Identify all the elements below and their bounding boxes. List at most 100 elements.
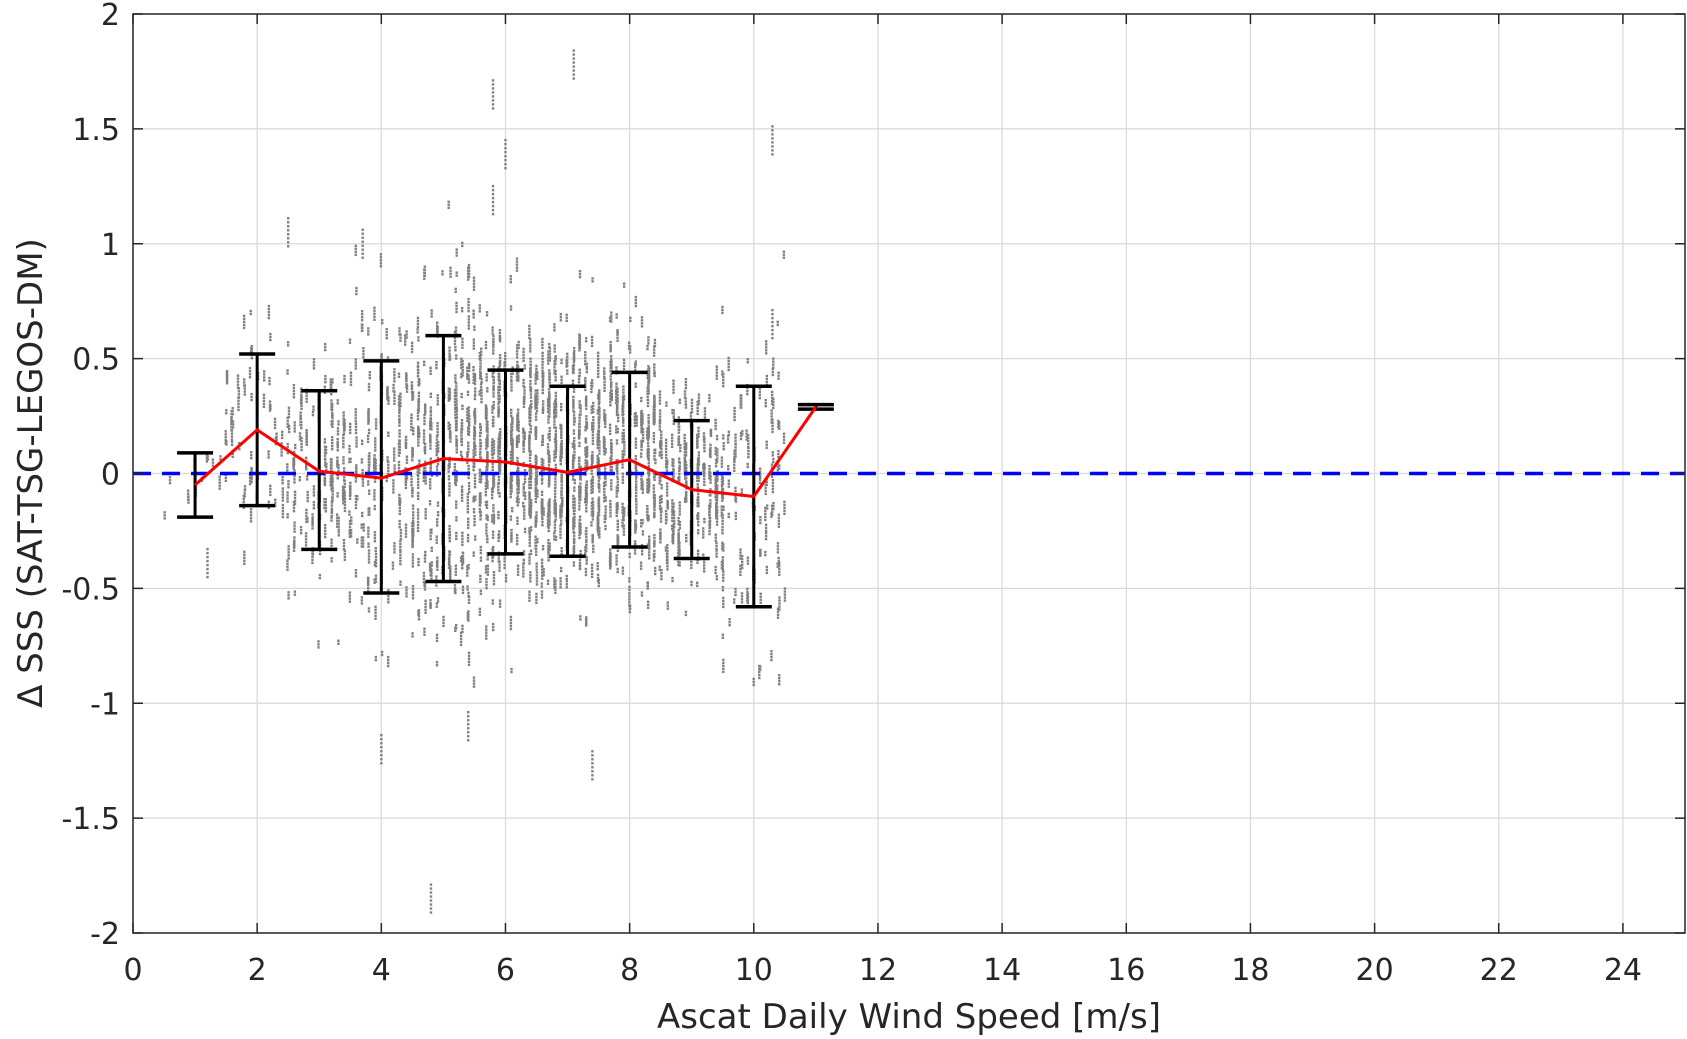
scatter-point [660, 568, 663, 572]
scatter-point [366, 579, 370, 583]
scatter-point [429, 457, 433, 460]
scatter-point [515, 533, 519, 537]
scatter-point [455, 397, 458, 400]
scatter-point [422, 432, 426, 435]
scatter-point [224, 476, 228, 480]
scatter-point [528, 590, 531, 593]
scatter-point [398, 330, 401, 333]
scatter-point [559, 316, 563, 319]
scatter-point [362, 356, 365, 359]
scatter-point [404, 446, 408, 450]
scatter-point [398, 439, 401, 442]
scatter-point [436, 332, 439, 335]
scatter-point [293, 496, 297, 499]
scatter-point [454, 377, 457, 380]
scatter-point [397, 460, 401, 464]
scatter-point [603, 520, 607, 524]
scatter-point [323, 523, 327, 527]
scatter-point [404, 438, 408, 442]
scatter-point [442, 615, 445, 619]
scatter-point [529, 360, 532, 363]
scatter-point [498, 463, 501, 467]
scatter-point [652, 487, 656, 490]
scatter-point [305, 394, 308, 397]
scatter-point [330, 541, 333, 544]
scatter-point [472, 316, 475, 319]
scatter-point [230, 432, 234, 435]
scatter-point [275, 438, 278, 441]
scatter-point [454, 477, 458, 481]
scatter-point [250, 356, 254, 360]
scatter-point [490, 493, 494, 497]
scatter-point [461, 624, 464, 628]
scatter-point [342, 440, 345, 443]
scatter-point [584, 340, 588, 343]
scatter-point [412, 432, 415, 436]
scatter-point [403, 337, 407, 340]
scatter-point [374, 564, 378, 568]
scatter-point [498, 452, 502, 456]
scatter-point [367, 388, 371, 392]
scatter-point [590, 521, 593, 524]
scatter-point [553, 329, 556, 332]
scatter-point [269, 493, 272, 497]
scatter-point [591, 515, 595, 518]
scatter-point [423, 560, 427, 563]
scatter-point [467, 464, 470, 468]
scatter-point [585, 464, 589, 467]
scatter-point [330, 519, 333, 522]
scatter-point [404, 435, 408, 439]
scatter-point [540, 510, 544, 513]
scatter-point [654, 461, 657, 465]
scatter-point [554, 434, 557, 437]
scatter-point [411, 507, 415, 510]
scatter-point [417, 560, 420, 564]
scatter-point [609, 366, 613, 370]
scatter-point [361, 536, 365, 539]
scatter-point [509, 411, 513, 415]
scatter-point [418, 435, 421, 438]
scatter-point [541, 434, 544, 438]
scatter-point [418, 462, 421, 465]
scatter-point [448, 491, 451, 494]
scatter-point [416, 375, 420, 378]
scatter-point [355, 475, 358, 479]
scatter-point [560, 361, 563, 365]
scatter-point [498, 364, 501, 368]
scatter-point [418, 468, 421, 471]
scatter-point [585, 451, 589, 455]
scatter-point [311, 555, 314, 559]
scatter-point [435, 575, 438, 578]
scatter-point [429, 423, 433, 427]
scatter-point [635, 424, 639, 427]
scatter-point [621, 413, 624, 417]
scatter-point [616, 330, 619, 333]
scatter-point [536, 489, 539, 492]
scatter-point [510, 667, 513, 671]
scatter-point [459, 556, 463, 560]
scatter-point [484, 404, 488, 407]
scatter-point [225, 370, 229, 373]
scatter-point [653, 542, 656, 545]
scatter-point [509, 281, 512, 284]
scatter-point [584, 428, 587, 432]
scatter-point [622, 512, 625, 516]
scatter-point [224, 430, 227, 433]
scatter-point [491, 375, 494, 378]
scatter-point [399, 498, 402, 501]
scatter-point [516, 567, 520, 570]
scatter-point [412, 525, 415, 528]
scatter-point [397, 375, 401, 378]
scatter-point [417, 441, 420, 444]
scatter-point [448, 536, 451, 540]
scatter-point [529, 338, 532, 341]
scatter-point [343, 552, 347, 556]
scatter-point [436, 400, 440, 403]
scatter-point [163, 514, 166, 517]
scatter-point [355, 445, 358, 448]
scatter-point [523, 517, 526, 520]
scatter-point [461, 244, 464, 248]
scatter-point [455, 537, 458, 541]
scatter-point [461, 558, 464, 561]
scatter-point [492, 371, 495, 374]
